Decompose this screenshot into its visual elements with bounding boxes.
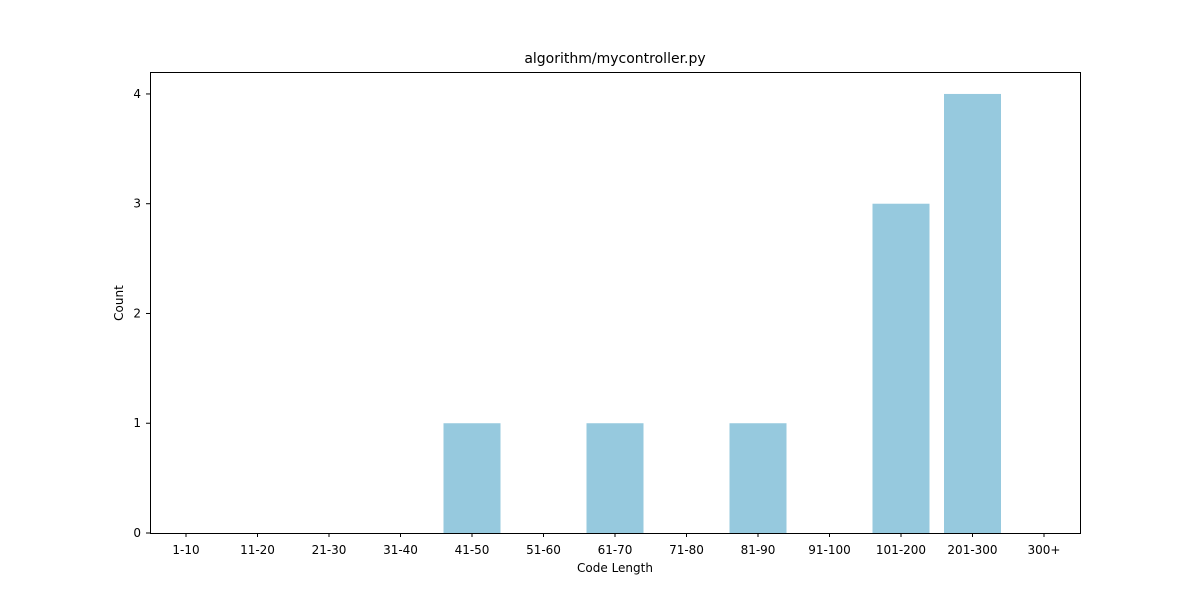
y-axis: 0 1 2 3 4 [133, 87, 150, 540]
x-tick-label: 11-20 [240, 543, 275, 557]
y-tick-label: 3 [133, 197, 141, 211]
x-tick-label: 201-300 [947, 543, 997, 557]
x-tick-label: 41-50 [455, 543, 490, 557]
x-tick-label: 61-70 [598, 543, 633, 557]
bar-201-300 [944, 93, 1001, 533]
bar-81-90 [729, 423, 787, 533]
x-tick-label: 300+ [1028, 543, 1061, 557]
x-tick-label: 31-40 [383, 543, 418, 557]
bar-101-200 [872, 203, 930, 533]
y-tick-label: 4 [133, 87, 141, 101]
y-tick-label: 2 [133, 306, 141, 320]
x-axis: 1-10 11-20 21-30 31-40 41-50 51-60 61-70 71-80 8… [172, 533, 1060, 557]
y-axis-label: Count [112, 285, 126, 321]
chart-title: algorithm/mycontroller.py [524, 51, 705, 67]
x-tick-label: 21-30 [312, 543, 347, 557]
bar-41-50 [443, 423, 501, 533]
x-tick-label: 101-200 [876, 543, 926, 557]
x-tick-label: 91-100 [808, 543, 851, 557]
y-tick-label: 1 [133, 416, 141, 430]
x-tick-label: 51-60 [526, 543, 561, 557]
y-tick-label: 0 [133, 526, 141, 540]
plot-frame [150, 72, 1081, 534]
x-tick-label: 71-80 [669, 543, 704, 557]
bar-61-70 [586, 423, 644, 533]
x-axis-label: Code Length [577, 561, 653, 575]
x-tick-label: 1-10 [172, 543, 199, 557]
bars-group [443, 93, 1001, 533]
x-tick-label: 81-90 [741, 543, 776, 557]
